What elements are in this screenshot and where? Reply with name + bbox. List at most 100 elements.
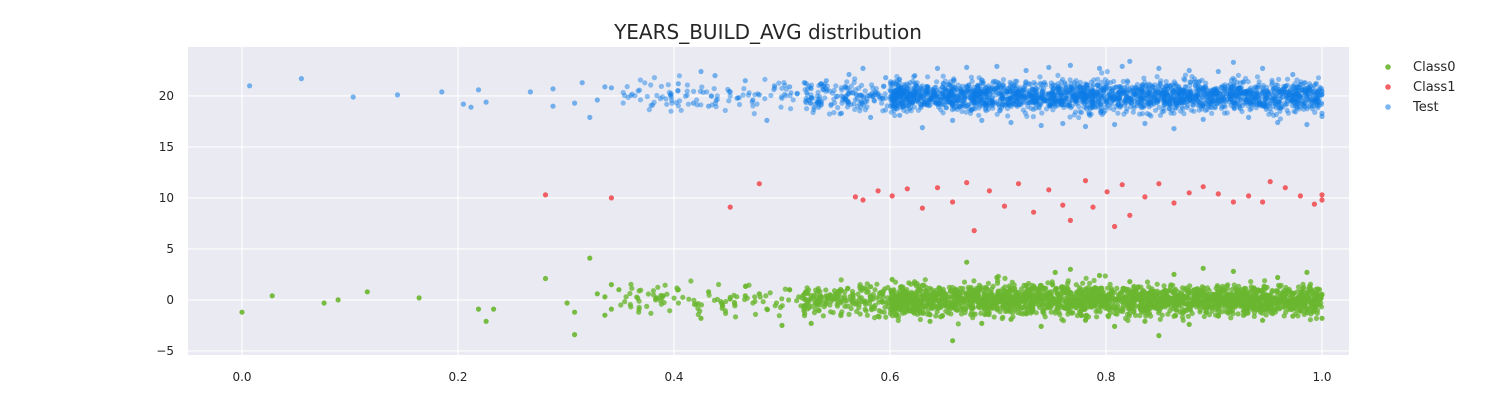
dense-point bbox=[1130, 109, 1136, 115]
dense-point bbox=[1262, 94, 1268, 100]
dense-point bbox=[1157, 316, 1163, 322]
dense-point bbox=[1094, 89, 1100, 96]
dense-point bbox=[1030, 293, 1036, 299]
dense-point bbox=[946, 97, 952, 103]
dense-point bbox=[650, 292, 657, 298]
dense-point bbox=[812, 306, 818, 312]
dense-point bbox=[1307, 317, 1313, 323]
dense-point bbox=[941, 291, 947, 298]
dense-point bbox=[1088, 287, 1095, 293]
dense-point bbox=[912, 93, 918, 99]
dense-point bbox=[1219, 283, 1226, 289]
dense-point bbox=[646, 107, 652, 113]
dense-point bbox=[1102, 273, 1108, 279]
dense-point bbox=[1102, 299, 1108, 305]
dense-point bbox=[971, 278, 977, 284]
dense-point bbox=[676, 73, 683, 79]
dense-point bbox=[892, 304, 898, 310]
dense-point bbox=[803, 81, 810, 87]
dense-point bbox=[1134, 295, 1140, 302]
dense-point bbox=[1189, 74, 1195, 80]
dense-point bbox=[893, 299, 899, 305]
dense-point bbox=[1149, 286, 1155, 292]
dense-point bbox=[1023, 80, 1029, 86]
dense-point bbox=[622, 299, 628, 305]
dense-point bbox=[1043, 82, 1049, 88]
dense-point bbox=[961, 94, 967, 100]
dense-point bbox=[923, 284, 929, 290]
dense-point bbox=[976, 112, 982, 118]
dense-point bbox=[767, 290, 773, 296]
dense-point bbox=[1264, 87, 1270, 93]
dense-point bbox=[991, 314, 997, 320]
chart-title: YEARS_BUILD_AVG distribution bbox=[613, 20, 922, 44]
dense-point bbox=[1217, 101, 1223, 107]
dense-point bbox=[680, 294, 686, 300]
dense-point bbox=[805, 306, 811, 312]
dense-point bbox=[794, 298, 800, 304]
dense-point bbox=[1264, 84, 1270, 90]
dense-point bbox=[1113, 84, 1119, 90]
dense-point bbox=[1180, 317, 1186, 323]
dense-point bbox=[1000, 102, 1006, 108]
dense-point bbox=[1231, 282, 1237, 288]
dense-point bbox=[967, 110, 974, 116]
dense-point bbox=[1240, 79, 1246, 85]
dense-point bbox=[1174, 102, 1180, 108]
dense-point bbox=[940, 286, 946, 292]
dense-point bbox=[1006, 288, 1012, 294]
dense-point bbox=[1226, 94, 1233, 100]
dense-point bbox=[636, 87, 643, 93]
dense-point bbox=[919, 306, 925, 312]
dense-point bbox=[989, 299, 996, 306]
dense-point bbox=[968, 107, 975, 113]
dense-point bbox=[1176, 100, 1182, 106]
dense-point bbox=[768, 92, 774, 99]
dense-point bbox=[1292, 81, 1298, 87]
dense-point bbox=[1025, 88, 1031, 94]
dense-point bbox=[1285, 110, 1291, 116]
dense-point bbox=[1037, 282, 1043, 289]
dense-point bbox=[892, 112, 898, 119]
dense-point bbox=[889, 313, 896, 319]
dense-point bbox=[914, 288, 920, 294]
dense-point bbox=[867, 294, 873, 300]
dense-point bbox=[1137, 312, 1143, 319]
dense-point bbox=[1065, 311, 1071, 317]
dense-point bbox=[938, 107, 944, 113]
dense-point bbox=[677, 98, 683, 104]
dense-point bbox=[637, 77, 644, 83]
dense-point bbox=[838, 300, 844, 306]
dense-point bbox=[934, 309, 940, 315]
dense-point bbox=[1191, 287, 1197, 293]
dense-point bbox=[842, 298, 848, 304]
dense-point bbox=[973, 285, 980, 291]
dense-point bbox=[1235, 311, 1241, 317]
dense-point bbox=[971, 93, 977, 99]
dense-point bbox=[983, 311, 989, 317]
dense-point bbox=[723, 298, 729, 305]
dense-point bbox=[685, 101, 692, 107]
dense-point bbox=[881, 309, 887, 315]
dense-point bbox=[817, 94, 823, 100]
dense-point bbox=[983, 90, 989, 96]
dense-point bbox=[1038, 295, 1044, 301]
dense-point bbox=[662, 282, 668, 288]
dense-point bbox=[1224, 294, 1230, 300]
dense-point bbox=[1010, 301, 1016, 307]
dense-point bbox=[1227, 90, 1233, 96]
dense-point bbox=[841, 293, 848, 299]
dense-point bbox=[842, 303, 848, 309]
dense-point bbox=[823, 287, 829, 293]
dense-point bbox=[859, 82, 865, 88]
dense-point bbox=[731, 292, 737, 298]
dense-point bbox=[625, 94, 631, 100]
dense-point bbox=[982, 285, 988, 291]
dense-point bbox=[1044, 301, 1050, 307]
dense-point bbox=[1073, 98, 1079, 104]
dense-point bbox=[899, 101, 905, 107]
dense-point bbox=[665, 82, 671, 88]
dense-point bbox=[887, 94, 893, 100]
dense-point bbox=[1298, 79, 1304, 85]
dense-point bbox=[1091, 290, 1097, 297]
